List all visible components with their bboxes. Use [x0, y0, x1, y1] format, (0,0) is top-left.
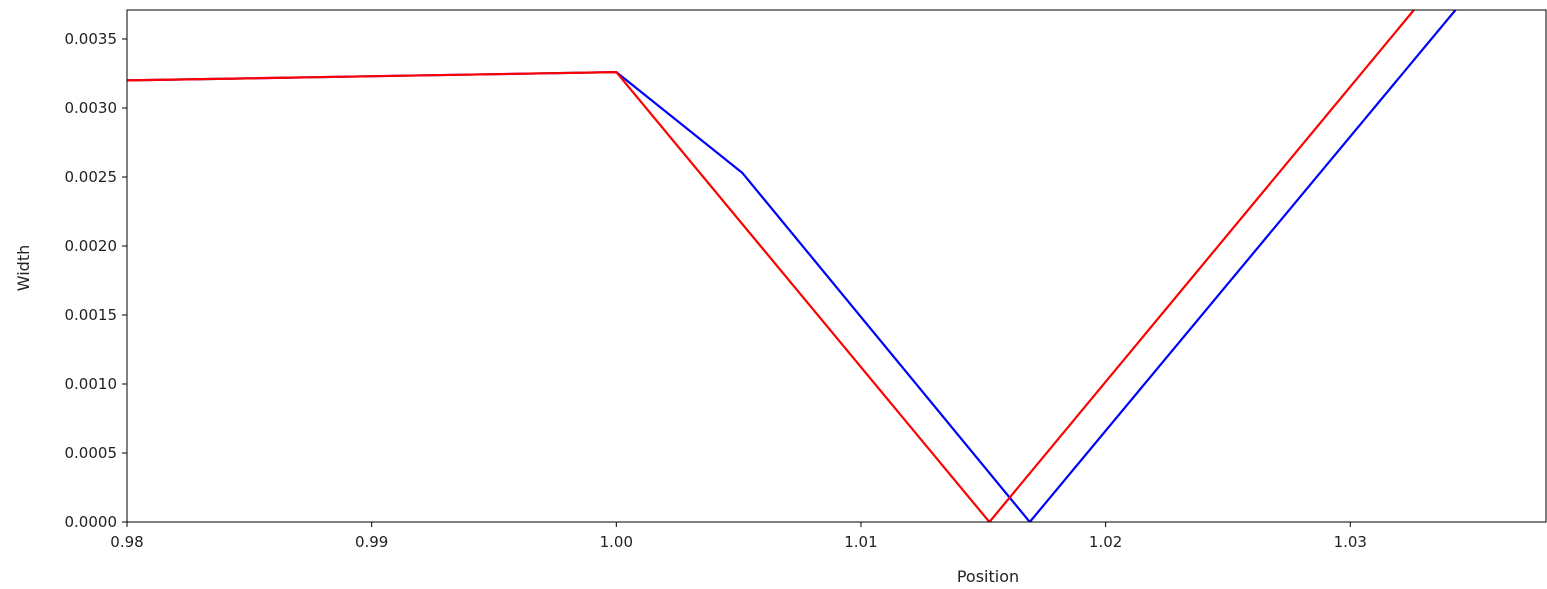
- series-layer: [127, 10, 1457, 522]
- series-line-2: [127, 10, 1415, 522]
- y-tick-label: 0.0035: [65, 30, 118, 48]
- y-axis: 0.0000 0.0005 0.0010 0.0015 0.0020 0.0025 0.00…: [65, 30, 127, 531]
- x-axis: 0.98 0.99 1.00 1.01 1.02 1.03: [110, 522, 1367, 551]
- x-tick-label: 1.01: [844, 533, 877, 551]
- plot-frame: [126, 9, 1547, 523]
- y-tick-label: 0.0025: [65, 168, 118, 186]
- x-tick-label: 1.03: [1334, 533, 1367, 551]
- x-axis-label: Position: [957, 567, 1019, 586]
- y-tick-label: 0.0000: [65, 513, 118, 531]
- y-tick-label: 0.0015: [65, 306, 118, 324]
- x-tick-label: 0.98: [110, 533, 143, 551]
- y-tick-label: 0.0005: [65, 444, 118, 462]
- series-line-1: [127, 10, 1457, 522]
- x-tick-label: 0.99: [355, 533, 388, 551]
- y-tick-label: 0.0020: [65, 237, 118, 255]
- y-tick-label: 0.0010: [65, 375, 118, 393]
- y-axis-label: Width: [14, 245, 33, 291]
- x-tick-label: 1.00: [600, 533, 633, 551]
- y-tick-label: 0.0030: [65, 99, 118, 117]
- x-tick-label: 1.02: [1089, 533, 1122, 551]
